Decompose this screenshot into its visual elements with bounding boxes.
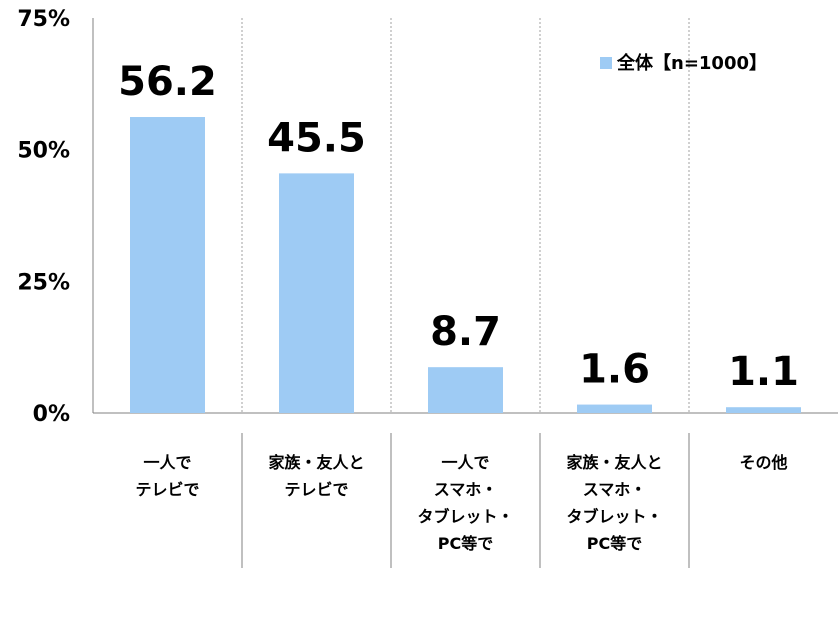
data-label: 8.7 [430,309,501,355]
bar [428,367,503,413]
category-label: 一人で [143,453,191,472]
y-tick-label: 50% [17,139,70,164]
data-label: 1.6 [579,347,650,393]
data-label: 1.1 [728,349,799,395]
category-label: テレビで [284,480,348,499]
category-label: スマホ・ [434,480,498,499]
category-label: 一人で [441,453,489,472]
data-label: 56.2 [118,59,217,105]
category-label: テレビで [135,480,199,499]
category-label: PC等で [438,534,493,553]
legend-swatch [600,57,612,69]
category-label: その他 [739,453,787,472]
category-label: 家族・友人と [566,453,662,472]
y-tick-label: 25% [17,270,70,295]
bar [130,117,205,413]
bar [279,173,354,413]
y-tick-label: 75% [17,7,70,32]
category-label: スマホ・ [583,480,647,499]
bar [577,404,652,413]
data-label: 45.5 [267,115,366,161]
category-label: タブレット・ [417,507,513,526]
category-label: 家族・友人と [268,453,364,472]
legend-label: 全体【n=1000】 [616,52,767,74]
y-tick-label: 0% [33,402,70,427]
category-label: PC等で [587,534,642,553]
bar [726,407,801,413]
category-label: タブレット・ [566,507,662,526]
